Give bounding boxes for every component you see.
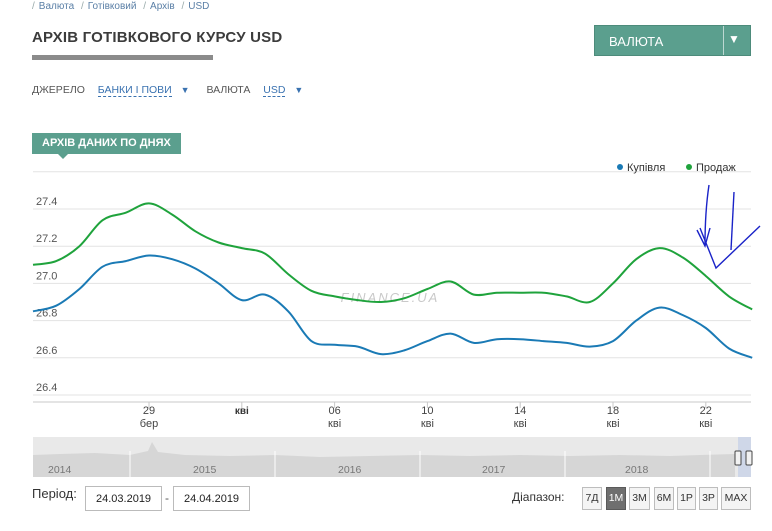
x-tick-day-label: 06 <box>328 405 340 417</box>
page-title: АРХІВ ГОТІВКОВОГО КУРСУ USD <box>32 29 283 46</box>
legend-marker-buy <box>617 164 623 170</box>
navigator-year-label: 2017 <box>482 464 506 476</box>
breadcrumb-separator: / <box>143 1 147 12</box>
breadcrumb-item-cash[interactable]: Готівковий <box>87 1 137 12</box>
range-button-max[interactable]: MAX <box>721 487 751 510</box>
currency-filter-label: ВАЛЮТА <box>206 84 251 96</box>
range-button-1р[interactable]: 1Р <box>677 487 696 510</box>
period-separator: - <box>165 491 169 505</box>
annotation-stroke <box>730 191 735 251</box>
watermark: FINANCE.UA <box>341 290 440 305</box>
navigator-area <box>33 442 735 477</box>
range-button-3р[interactable]: 3Р <box>699 487 718 510</box>
title-underline <box>32 55 213 60</box>
currency-dropdown-divider <box>723 26 724 55</box>
legend-label-buy[interactable]: Купівля <box>627 162 665 174</box>
x-tick-day-label: 18 <box>607 405 619 417</box>
x-tick-month-label: кві <box>421 418 434 430</box>
navigator-selection[interactable] <box>738 437 751 477</box>
breadcrumb-separator: / <box>181 1 185 12</box>
x-tick-month-label: бер <box>140 418 158 430</box>
range-button-6м[interactable]: 6М <box>654 487 674 510</box>
date-to-input[interactable] <box>173 486 250 511</box>
currency-filter-select[interactable]: USD <box>263 84 286 97</box>
legend: Купівля Продаж <box>617 162 736 174</box>
x-tick-day-label: 10 <box>421 405 433 417</box>
y-tick-label: 26.4 <box>36 382 57 394</box>
breadcrumb-separator: / <box>80 1 84 12</box>
date-from-input[interactable] <box>85 486 162 511</box>
grid <box>33 171 751 396</box>
breadcrumb-item-usd[interactable]: USD <box>188 1 210 12</box>
annotation-arrows <box>696 184 761 270</box>
source-filter-label: ДЖЕРЕЛО <box>32 84 85 96</box>
navigator-year-label: 2015 <box>193 464 217 476</box>
daily-archive-tab[interactable]: АРХІВ ДАНИХ ПО ДНЯХ <box>32 133 181 154</box>
breadcrumb: / Валюта / Готівковий / Архів / USD <box>32 1 213 13</box>
y-axis: 26.426.626.827.027.227.4 <box>36 196 57 394</box>
series-group <box>32 202 753 359</box>
plot-background <box>33 176 751 402</box>
breadcrumb-separator: / <box>32 1 35 12</box>
x-tick-month-label: кві <box>606 418 619 430</box>
navigator-year-label: 2018 <box>625 464 649 476</box>
y-tick-label: 27.2 <box>36 233 57 245</box>
navigator-year-label: 2014 <box>48 464 72 476</box>
navigator-handle-left[interactable] <box>734 450 742 466</box>
x-tick-month-label: кві <box>514 418 527 430</box>
rate-chart: FINANCE.UA 26.426.626.827.027.227.4 29бе… <box>32 162 761 477</box>
source-filter-select[interactable]: БАНКИ І ПОВИ <box>97 84 172 97</box>
x-tick-day-label: 22 <box>700 405 712 417</box>
currency-dropdown-label: ВАЛЮТА <box>609 34 664 49</box>
tab-pointer <box>58 154 68 159</box>
breadcrumb-item-currency[interactable]: Валюта <box>38 1 75 12</box>
legend-marker-sell <box>686 164 692 170</box>
range-button-7д[interactable]: 7Д <box>582 487 602 510</box>
annotation-stroke <box>699 225 761 270</box>
caret-down-icon[interactable]: ▼ <box>294 85 304 95</box>
annotation-stroke <box>696 227 711 248</box>
range-button-3м[interactable]: 3М <box>629 487 650 510</box>
breadcrumb-item-archive[interactable]: Архів <box>150 1 175 12</box>
navigator-year-label: 2016 <box>338 464 362 476</box>
range-label: Діапазон: <box>512 490 565 504</box>
y-tick-label: 27.4 <box>36 196 57 208</box>
legend-label-sell[interactable]: Продаж <box>696 162 736 174</box>
x-tick-day-label: 29 <box>143 405 155 417</box>
y-tick-label: 26.6 <box>36 345 57 357</box>
series-line-sell[interactable] <box>32 202 753 311</box>
navigator-handle-right[interactable] <box>745 450 753 466</box>
navigator[interactable]: 2014 2015 2016 2017 2018 <box>33 437 753 477</box>
currency-dropdown[interactable]: ВАЛЮТА ▼ <box>594 25 751 56</box>
chevron-down-icon: ▼ <box>728 32 740 46</box>
x-tick-day-label: 14 <box>514 405 526 417</box>
caret-down-icon[interactable]: ▼ <box>180 85 190 95</box>
filters-bar: ДЖЕРЕЛО БАНКИ І ПОВИ ▼ ВАЛЮТА USD ▼ <box>32 84 317 97</box>
x-tick-month-label: кві <box>328 418 341 430</box>
y-tick-label: 27.0 <box>36 270 57 282</box>
range-button-1м[interactable]: 1М <box>606 487 626 510</box>
x-tick-month-label: кві <box>235 406 249 417</box>
period-label: Період: <box>32 486 77 501</box>
series-line-buy[interactable] <box>32 254 753 359</box>
x-tick-month-label: кві <box>699 418 712 430</box>
